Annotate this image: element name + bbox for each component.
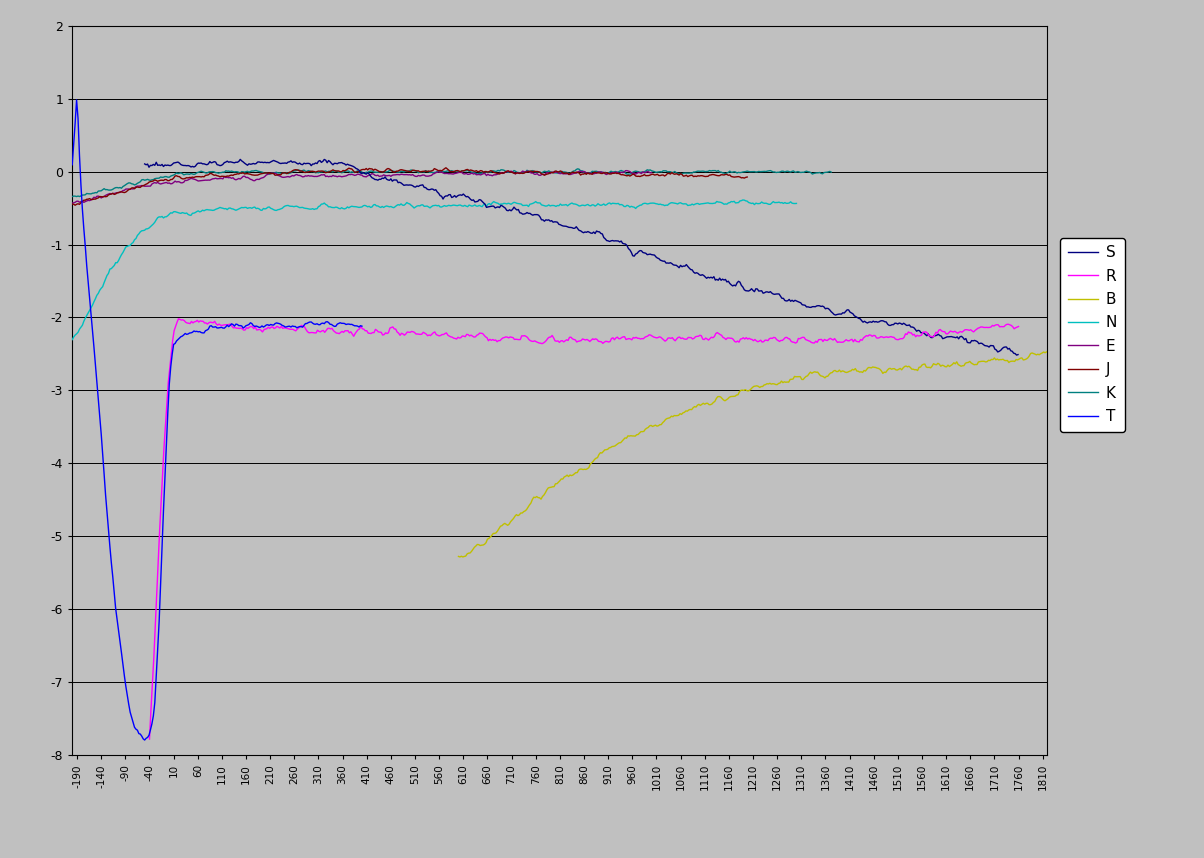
S <box>988 345 1003 355</box>
T <box>93 411 107 421</box>
B <box>855 367 869 378</box>
J <box>255 168 270 178</box>
S <box>137 159 152 169</box>
J <box>85 195 100 205</box>
K <box>319 166 334 176</box>
K <box>571 164 585 174</box>
B <box>531 492 545 503</box>
T <box>70 94 84 105</box>
E <box>65 198 79 208</box>
J <box>65 199 79 209</box>
B <box>725 391 739 402</box>
K <box>238 166 253 177</box>
J <box>740 172 755 182</box>
S <box>441 190 455 201</box>
R <box>1011 322 1026 332</box>
R <box>836 337 850 347</box>
S <box>712 275 726 286</box>
E <box>356 172 371 182</box>
T <box>173 331 188 341</box>
Line: K: K <box>72 169 831 196</box>
T <box>355 321 370 331</box>
R <box>955 327 969 337</box>
N <box>789 198 803 208</box>
S <box>234 154 248 165</box>
E <box>489 170 503 180</box>
B <box>1039 347 1054 357</box>
E <box>435 166 449 177</box>
B <box>455 552 470 562</box>
E <box>382 170 396 180</box>
N <box>329 202 343 212</box>
R <box>199 317 213 328</box>
B <box>754 382 768 392</box>
Line: E: E <box>72 171 651 203</box>
R <box>431 330 445 341</box>
N <box>65 335 79 345</box>
T <box>65 160 79 170</box>
S <box>1009 350 1023 360</box>
J <box>423 166 437 177</box>
Line: T: T <box>72 100 362 740</box>
J <box>438 163 453 173</box>
K <box>341 166 355 176</box>
T <box>66 138 81 148</box>
Line: J: J <box>72 168 748 205</box>
E <box>620 166 635 176</box>
S <box>684 264 698 275</box>
Legend: S, R, B, N, E, J, K, T: S, R, B, N, E, J, K, T <box>1060 238 1125 432</box>
N <box>736 195 750 205</box>
S <box>235 155 249 166</box>
K <box>824 167 838 178</box>
Line: S: S <box>144 160 1019 355</box>
T <box>224 318 238 329</box>
T <box>189 326 203 336</box>
B <box>452 552 466 562</box>
R <box>171 314 185 324</box>
R <box>142 734 157 744</box>
B <box>666 412 680 422</box>
S <box>1011 349 1026 360</box>
S <box>659 258 673 269</box>
E <box>141 181 155 191</box>
K <box>228 166 242 177</box>
Line: N: N <box>72 200 796 340</box>
N <box>541 201 555 211</box>
E <box>273 172 288 182</box>
J <box>120 185 135 196</box>
T <box>334 317 348 328</box>
N <box>665 197 679 208</box>
K <box>279 167 294 178</box>
B <box>943 361 957 372</box>
E <box>644 167 659 178</box>
J <box>366 165 380 175</box>
K <box>65 191 79 202</box>
N <box>244 203 259 214</box>
N <box>275 203 289 214</box>
K <box>771 167 785 178</box>
J <box>380 163 395 173</box>
R <box>985 320 999 330</box>
N <box>531 197 545 208</box>
R <box>306 328 320 338</box>
Line: R: R <box>149 319 1019 739</box>
T <box>137 735 152 746</box>
J <box>67 200 82 210</box>
Line: B: B <box>459 352 1046 557</box>
